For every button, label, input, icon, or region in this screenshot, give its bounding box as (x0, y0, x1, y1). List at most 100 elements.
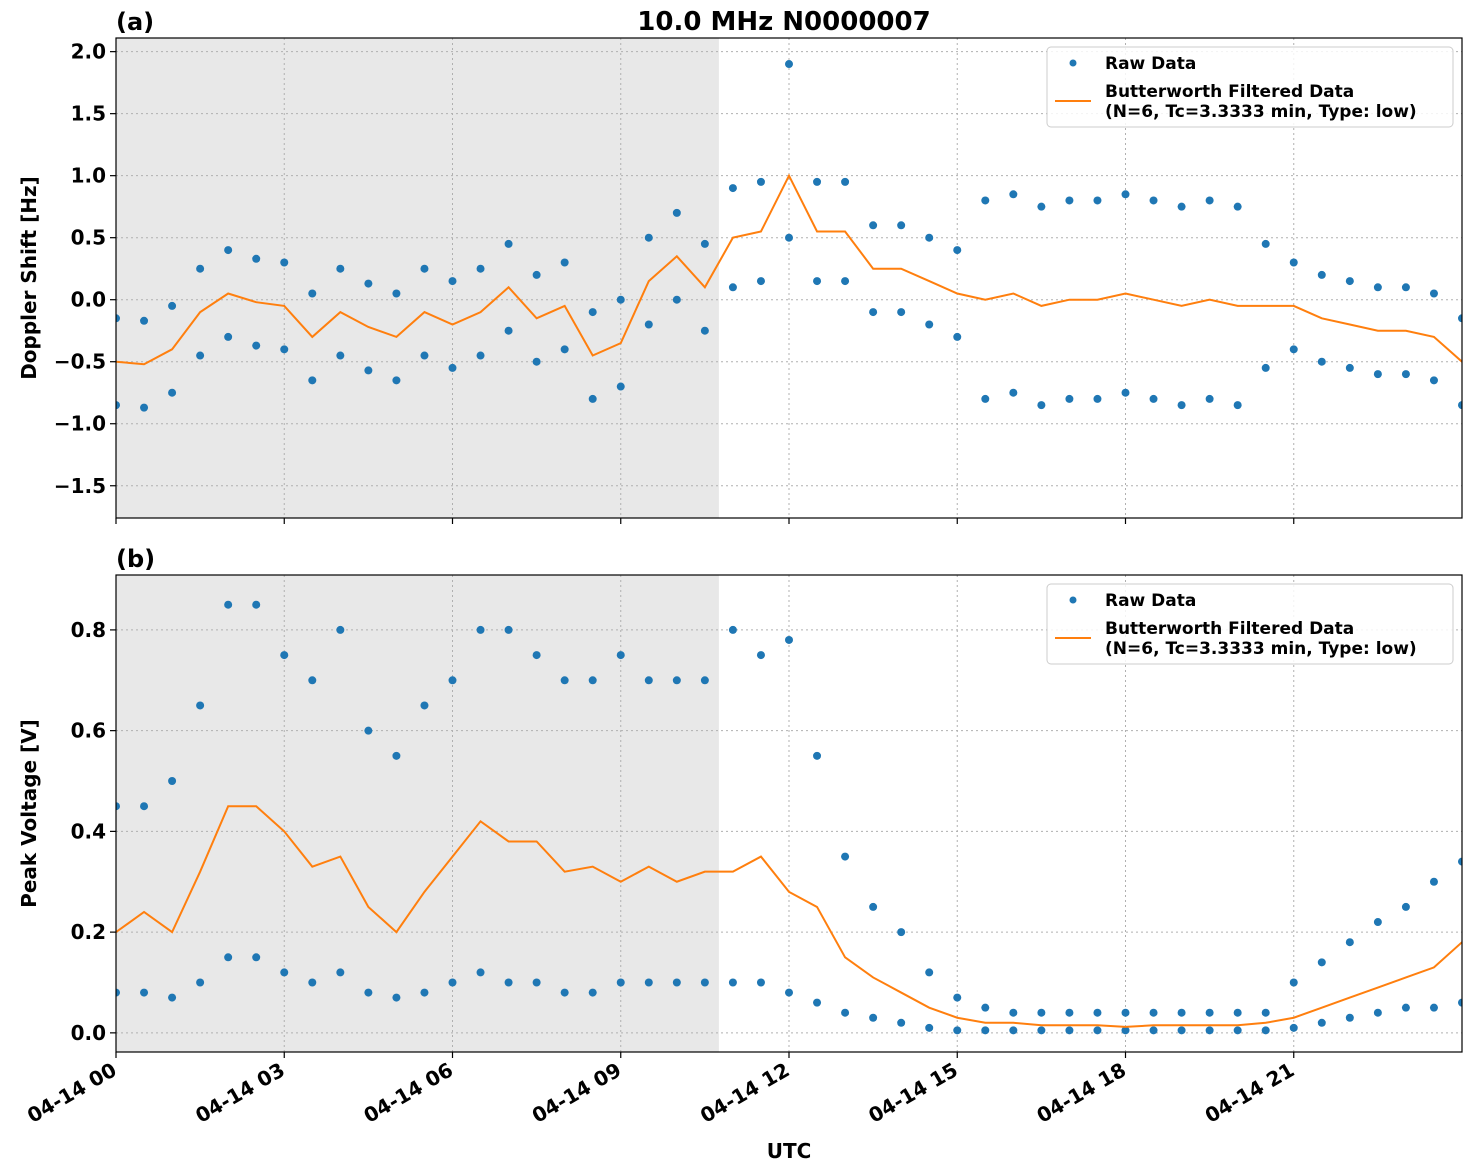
raw-point (1121, 190, 1130, 199)
raw-point (616, 978, 625, 987)
raw-point (1121, 1008, 1130, 1017)
raw-point (1121, 388, 1130, 397)
raw-point (700, 239, 709, 248)
raw-point (1149, 1026, 1158, 1035)
raw-point (644, 676, 653, 685)
raw-point (981, 1026, 990, 1035)
raw-point (1373, 283, 1382, 292)
raw-point (140, 403, 149, 412)
raw-point (364, 279, 373, 288)
raw-point (196, 351, 205, 360)
raw-point (1065, 1008, 1074, 1017)
y-tick-label: −0.5 (54, 350, 106, 374)
raw-point (1373, 370, 1382, 379)
raw-point (1261, 363, 1270, 372)
raw-point (196, 264, 205, 273)
raw-point (140, 802, 149, 811)
raw-point (588, 676, 597, 685)
y-tick-label: 2.0 (71, 40, 106, 64)
y-tick-label: 0.8 (71, 618, 106, 642)
raw-point (140, 988, 149, 997)
axes-frame (115, 574, 1463, 1053)
raw-point (420, 701, 429, 710)
raw-point (448, 676, 457, 685)
raw-point (504, 978, 513, 987)
raw-point (336, 625, 345, 634)
legend-label: Raw Data (1105, 591, 1196, 611)
raw-point (448, 277, 457, 286)
legend-label: Raw Data (1105, 54, 1196, 74)
raw-point (756, 277, 765, 286)
raw-point (1345, 938, 1354, 947)
raw-point (700, 676, 709, 685)
raw-point (1317, 357, 1326, 366)
raw-point (1289, 258, 1298, 267)
raw-point (1177, 202, 1186, 211)
raw-point (785, 233, 793, 242)
raw-point (728, 978, 737, 987)
raw-point (672, 978, 681, 987)
raw-point (392, 289, 401, 298)
raw-point (981, 394, 990, 403)
raw-point (168, 388, 177, 397)
raw-point (1429, 376, 1438, 385)
raw-point (672, 295, 681, 304)
raw-point (140, 316, 149, 325)
legend-label: Butterworth Filtered Data (N=6, Tc=3.3333… (1105, 82, 1417, 122)
raw-point (420, 988, 429, 997)
raw-point (616, 295, 625, 304)
legend-box (1046, 583, 1454, 665)
legend-box (1046, 46, 1454, 128)
raw-point (1373, 918, 1382, 927)
raw-point (813, 751, 822, 760)
raw-point (1065, 1026, 1074, 1035)
raw-point (1345, 363, 1354, 372)
x-tick-label: 04-14 21 (1201, 1058, 1299, 1128)
raw-point (116, 401, 120, 410)
raw-point (280, 651, 289, 660)
raw-point (1177, 1026, 1186, 1035)
axes-frame (115, 37, 1463, 519)
raw-point (1401, 370, 1410, 379)
raw-point (1121, 1026, 1130, 1035)
raw-point (813, 998, 822, 1007)
raw-point (560, 676, 569, 685)
raw-point (476, 625, 485, 634)
raw-point (925, 968, 934, 977)
raw-point (925, 320, 934, 329)
raw-point (644, 233, 653, 242)
raw-point (756, 978, 765, 987)
x-tick-label: 04-14 18 (1032, 1058, 1130, 1128)
raw-point (476, 968, 485, 977)
raw-point (1429, 1003, 1438, 1012)
raw-point (1205, 196, 1214, 205)
raw-point (813, 277, 822, 286)
raw-point (1037, 202, 1046, 211)
raw-point (1037, 1026, 1046, 1035)
shaded-span (116, 38, 719, 518)
raw-point (1401, 902, 1410, 911)
raw-point (756, 177, 765, 186)
raw-point (1429, 877, 1438, 886)
raw-point (476, 351, 485, 360)
legend-label-line: Butterworth Filtered Data (1105, 82, 1354, 102)
raw-point (616, 382, 625, 391)
raw-point (224, 332, 233, 341)
raw-point (420, 351, 429, 360)
raw-point (252, 953, 261, 962)
raw-point (728, 283, 737, 292)
raw-point (588, 308, 597, 317)
y-axis-label: Doppler Shift [Hz] (17, 176, 41, 380)
raw-point (953, 246, 962, 255)
raw-point (700, 978, 709, 987)
raw-point (1037, 401, 1046, 410)
x-tick-label: 04-14 15 (864, 1058, 962, 1128)
raw-point (728, 184, 737, 193)
raw-point (1177, 401, 1186, 410)
raw-point (532, 270, 541, 279)
raw-point (224, 600, 233, 609)
raw-point (1458, 401, 1462, 410)
y-tick-label: 0.5 (71, 226, 106, 250)
raw-point (308, 978, 317, 987)
raw-point (1009, 190, 1018, 199)
